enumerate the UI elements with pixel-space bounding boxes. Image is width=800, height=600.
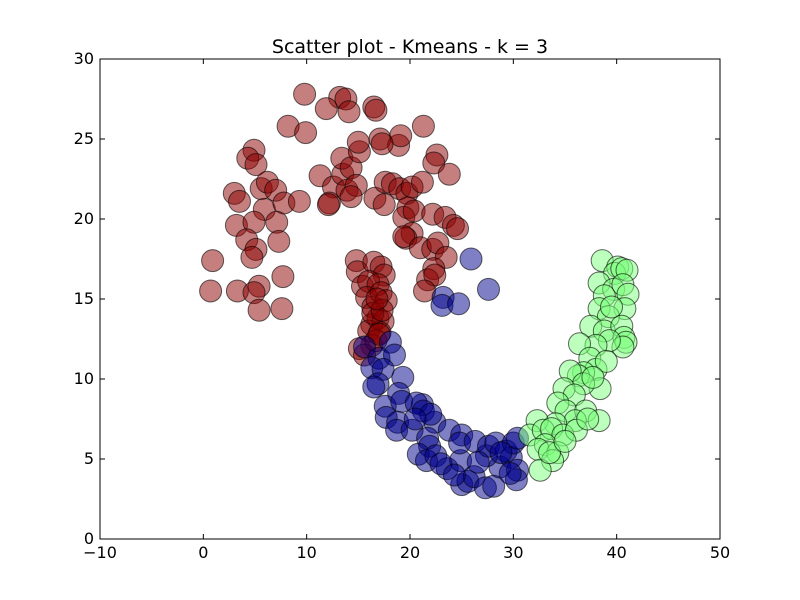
- y-tick-label: 30: [74, 49, 94, 68]
- scatter-point: [362, 375, 386, 399]
- scatter-point: [489, 441, 513, 465]
- scatter-point: [365, 287, 389, 311]
- scatter-point: [466, 450, 490, 474]
- scatter-point: [339, 185, 363, 209]
- scatter-point: [240, 245, 264, 269]
- scatter-point: [287, 189, 311, 213]
- y-tick-label: 25: [74, 129, 94, 148]
- scatter-point: [370, 132, 394, 156]
- x-tick-label: 0: [198, 543, 208, 562]
- y-tick-label: 0: [84, 529, 94, 548]
- scatter-point: [422, 151, 446, 175]
- scatter-point: [477, 277, 500, 301]
- scatter-point: [293, 82, 317, 106]
- scatter-point: [538, 441, 561, 465]
- scatter-point: [270, 297, 294, 321]
- x-tick-label: −10: [83, 543, 117, 562]
- scatter-point: [594, 349, 618, 373]
- scatter-point: [294, 121, 318, 145]
- chart-title: Scatter plot - Kmeans - k = 3: [272, 36, 548, 58]
- scatter-point: [199, 279, 223, 303]
- scatter-point: [244, 153, 268, 177]
- scatter-point: [553, 429, 577, 453]
- scatter-point: [247, 298, 271, 322]
- scatter-point: [265, 210, 289, 234]
- scatter-point: [364, 98, 388, 122]
- scatter-point: [411, 114, 435, 138]
- x-tick-label: 40: [606, 543, 626, 562]
- y-tick-label: 5: [84, 449, 94, 468]
- scatter-point: [201, 249, 225, 273]
- x-tick-label: 50: [710, 543, 730, 562]
- scatter-point: [437, 162, 461, 186]
- scatter-point: [228, 189, 251, 213]
- points-layer: [199, 82, 640, 500]
- scatter-point: [346, 130, 370, 154]
- scatter-point: [410, 170, 434, 194]
- scatter-point: [403, 407, 427, 431]
- y-tick-label: 20: [74, 209, 94, 228]
- scatter-point: [600, 295, 623, 319]
- scatter-point: [314, 97, 338, 121]
- scatter-point: [442, 463, 466, 487]
- scatter-point: [271, 265, 295, 289]
- scatter-point: [581, 365, 605, 389]
- scatter-point: [576, 407, 600, 431]
- scatter-point: [316, 193, 340, 217]
- scatter-point: [446, 217, 469, 241]
- scatter-point: [267, 229, 291, 253]
- scatter-point: [392, 225, 416, 249]
- scatter-point: [447, 292, 471, 316]
- y-tick-label: 10: [74, 369, 94, 388]
- x-tick-label: 20: [400, 543, 420, 562]
- scatter-point: [459, 247, 483, 271]
- y-tick-label: 15: [74, 289, 94, 308]
- scatter-point: [337, 100, 361, 124]
- x-tick-label: 30: [503, 543, 523, 562]
- x-tick-label: 10: [296, 543, 316, 562]
- scatter-point: [498, 461, 522, 485]
